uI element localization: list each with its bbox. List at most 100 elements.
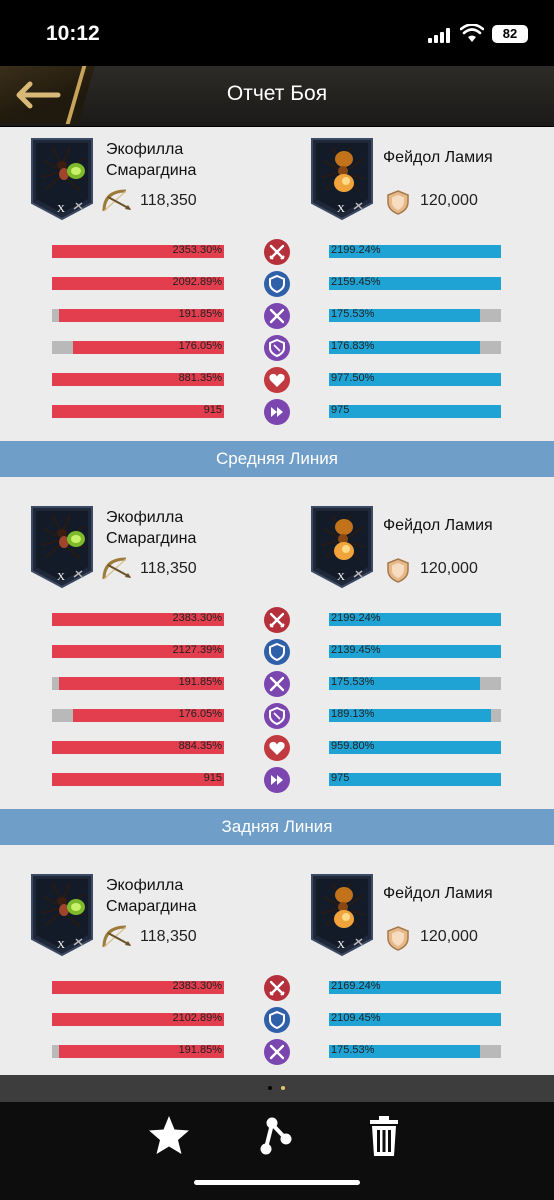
attacker-power: 118,350: [140, 192, 197, 209]
defender-stat-value: 2109.45%: [331, 1012, 381, 1024]
defender-portrait[interactable]: X: [310, 873, 374, 957]
attacker-name-line1: Экофилла: [106, 141, 184, 158]
attacker-stat-value: 191.85%: [178, 308, 222, 320]
defender-stat-bar: 2159.45%: [329, 276, 501, 290]
svg-text:X: X: [57, 203, 65, 215]
home-indicator: [194, 1180, 360, 1185]
attacker-power: 118,350: [140, 928, 197, 945]
attack-icon: [264, 239, 290, 265]
svg-text:X: X: [337, 571, 345, 583]
attacker-stat-value: 881.35%: [178, 372, 222, 384]
health-icon: [264, 735, 290, 761]
defender-stat-fill: [329, 613, 501, 626]
page-dot-2-active: [281, 1086, 285, 1090]
defender-stat-fill: [329, 981, 501, 994]
star-icon: [149, 1116, 189, 1154]
attacker-name-line2: Смарагдина: [106, 530, 197, 547]
battle-report-scroll[interactable]: X Экофилла Смарагдина 118,350 X Фейдол Ламия 1…: [0, 127, 554, 1075]
attacker-stat-fill: [52, 773, 224, 786]
battery-indicator: 82: [492, 25, 528, 43]
attacker-stat-bar: 884.35%: [52, 740, 224, 754]
attacker-stat-bar: 2102.89%: [52, 1012, 224, 1026]
defender-stat-fill: [329, 1013, 501, 1026]
page-indicator: [0, 1075, 554, 1102]
shield-icon: [386, 557, 410, 588]
battle-line-section: X Экофилла Смарагдина 118,350 X Фейдол Ламия 1…: [0, 127, 554, 495]
attacker-stat-fill: [58, 677, 224, 690]
defender-stat-fill: [329, 645, 501, 658]
defender-stat-value: 176.83%: [331, 340, 375, 352]
attacker-stat-fill: [52, 645, 224, 658]
bow-icon: [100, 923, 132, 956]
attacker-stat-bar: 2383.30%: [52, 612, 224, 626]
defender-portrait[interactable]: X: [310, 137, 374, 221]
defender-stat-bar: 189.13%: [329, 708, 501, 722]
defender-stat-bar: 175.53%: [329, 676, 501, 690]
defense-icon: [264, 271, 290, 297]
defender-stat-bar: 175.53%: [329, 308, 501, 322]
defender-stat-bar: 975: [329, 404, 501, 418]
attacker-stat-bar: 881.35%: [52, 372, 224, 386]
defender-power: 120,000: [420, 192, 478, 209]
defender-stat-fill: [329, 741, 501, 754]
attacker-power: 118,350: [140, 560, 197, 577]
attacker-stat-bar: 176.05%: [52, 708, 224, 722]
defender-stat-value: 2199.24%: [331, 244, 381, 256]
crit-icon: [264, 671, 290, 697]
defender-power: 120,000: [420, 560, 478, 577]
attacker-stat-value: 2353.30%: [172, 244, 222, 256]
back-button[interactable]: [0, 66, 95, 124]
attacker-portrait[interactable]: X: [30, 505, 94, 589]
attacker-stat-value: 2102.89%: [172, 1012, 222, 1024]
defender-portrait[interactable]: X: [310, 505, 374, 589]
defender-stat-value: 2199.24%: [331, 612, 381, 624]
attacker-name: Экофилла Смарагдина: [106, 875, 196, 917]
defense-icon: [264, 639, 290, 665]
shield-icon: [386, 925, 410, 956]
attacker-stat-value: 915: [203, 772, 222, 784]
defender-stat-fill: [329, 277, 501, 290]
attacker-stat-value: 2383.30%: [172, 612, 222, 624]
attacker-stat-fill: [72, 709, 224, 722]
attacker-stat-value: 2383.30%: [172, 980, 222, 992]
attacker-stat-bar: 2127.39%: [52, 644, 224, 658]
defender-stat-bar: 977.50%: [329, 372, 501, 386]
attacker-stat-bar: 176.05%: [52, 340, 224, 354]
defender-stat-fill: [329, 677, 481, 690]
defender-stat-value: 2139.45%: [331, 644, 381, 656]
defender-stat-value: 977.50%: [331, 372, 375, 384]
defender-stat-bar: 2199.24%: [329, 244, 501, 258]
defender-stat-fill: [329, 709, 491, 722]
crit-icon: [264, 1039, 290, 1065]
battle-line-section: Задняя Линия X Экофилла Смарагдина 118,350 X Ф…: [0, 809, 554, 1075]
defender-stat-value: 2159.45%: [331, 276, 381, 288]
share-button[interactable]: [252, 1112, 300, 1160]
attacker-portrait[interactable]: X: [30, 873, 94, 957]
attacker-name: Экофилла Смарагдина: [106, 139, 196, 181]
attacker-portrait[interactable]: X: [30, 137, 94, 221]
defender-stat-bar: 175.53%: [329, 1044, 501, 1058]
crit-icon: [264, 303, 290, 329]
favorite-button[interactable]: [145, 1112, 193, 1160]
attacker-stat-bar: 2353.30%: [52, 244, 224, 258]
defender-stat-value: 175.53%: [331, 1044, 375, 1056]
attacker-stat-fill: [52, 277, 224, 290]
delete-button[interactable]: [360, 1112, 408, 1160]
app-header: Отчет Боя: [0, 66, 554, 127]
attacker-stat-fill: [52, 373, 224, 386]
defender-stat-bar: 975: [329, 772, 501, 786]
defender-stat-value: 975: [331, 772, 350, 784]
shield-icon: [386, 189, 410, 220]
defender-name: Фейдол Ламия: [383, 885, 493, 902]
attacker-name: Экофилла Смарагдина: [106, 507, 196, 549]
defender-stat-bar: 2199.24%: [329, 612, 501, 626]
attacker-stat-value: 2092.89%: [172, 276, 222, 288]
attacker-stat-fill: [52, 405, 224, 418]
attacker-name-line2: Смарагдина: [106, 162, 197, 179]
back-arrow-icon: [16, 81, 61, 109]
attacker-stat-bar: 191.85%: [52, 308, 224, 322]
attacker-stat-fill: [52, 981, 224, 994]
defender-stat-value: 189.13%: [331, 708, 375, 720]
page-title: Отчет Боя: [226, 82, 328, 105]
defender-stat-value: 959.80%: [331, 740, 375, 752]
